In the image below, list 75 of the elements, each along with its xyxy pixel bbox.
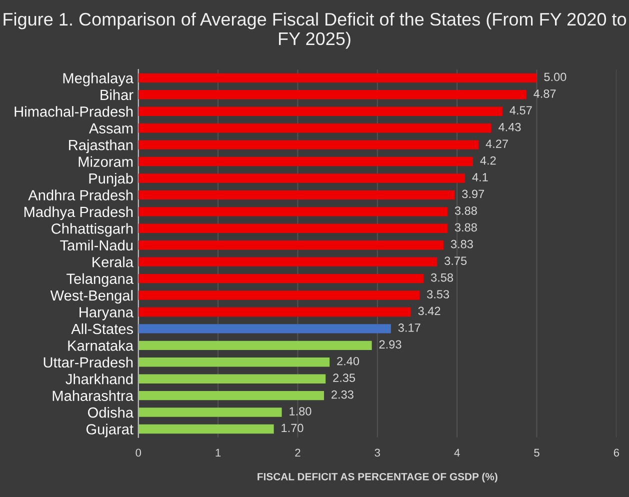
y-tick-label: All-States <box>71 323 133 334</box>
bar <box>138 190 455 200</box>
y-tick-label: Haryana <box>80 307 134 320</box>
bar <box>138 73 537 83</box>
data-label: 3.17 <box>398 324 420 332</box>
data-label: 3.53 <box>427 290 450 298</box>
data-label: 4.27 <box>486 140 508 148</box>
x-tick-label: 4 <box>454 448 460 457</box>
y-tick-label: Bihar <box>100 89 134 100</box>
bar <box>138 274 424 284</box>
data-label: 2.33 <box>332 390 354 399</box>
y-tick-label: Madhya Pradesh <box>24 206 133 220</box>
bar <box>138 424 274 434</box>
data-label: 3.58 <box>431 273 454 282</box>
chart-title: Figure 1. Comparison of Average Fiscal Deficit of the States (From FY 2020 to FY 2025) <box>4 12 626 49</box>
y-tick-label: Telangana <box>66 273 134 287</box>
bar <box>138 106 502 116</box>
x-tick-label: 0 <box>136 448 142 457</box>
bar <box>138 224 448 233</box>
data-label: 4.57 <box>510 106 532 115</box>
data-label: 4.43 <box>498 122 521 132</box>
data-label: 3.88 <box>454 206 477 215</box>
bar <box>138 340 372 350</box>
data-label: 3.42 <box>418 306 440 316</box>
bar <box>138 257 438 266</box>
data-label: 3.97 <box>462 190 484 198</box>
data-label: 3.83 <box>450 240 473 248</box>
x-tick-label: 2 <box>295 448 300 457</box>
bar <box>138 358 330 367</box>
bar <box>138 307 411 317</box>
bar <box>138 374 326 384</box>
y-tick-label: Andhra Pradesh <box>28 190 133 200</box>
bar <box>138 390 324 400</box>
y-tick-label: Maharashtra <box>52 390 134 401</box>
bar <box>138 123 492 133</box>
y-tick-label: Odisha <box>88 407 134 418</box>
bar <box>138 290 420 300</box>
y-tick-label: Tamil-Nadu <box>60 240 133 251</box>
x-tick-label: 1 <box>216 448 221 457</box>
x-tick-label: 6 <box>614 448 620 457</box>
y-tick-label: Mizoram <box>78 156 133 167</box>
bar <box>138 408 282 417</box>
y-tick-label: Uttar-Pradesh <box>44 356 133 368</box>
x-axis-title: FISCAL DEFICIT AS PERCENTAGE OF GSDP (%) <box>258 472 498 482</box>
data-label: 1.80 <box>290 407 312 416</box>
x-tick-label: 5 <box>534 448 540 457</box>
data-label: 2.93 <box>379 340 402 349</box>
y-tick-label: West-Bengal <box>50 290 133 304</box>
data-label: 4.1 <box>472 173 488 182</box>
bar <box>138 90 526 100</box>
y-tick-label: Chhattisgarh <box>52 223 133 237</box>
bar <box>138 156 474 166</box>
y-tick-label: Gujarat <box>86 424 134 438</box>
data-label: 2.35 <box>333 374 356 382</box>
y-tick-label: Assam <box>88 123 133 134</box>
y-tick-label: Kerala <box>92 256 134 268</box>
bar <box>138 240 444 250</box>
data-label: 3.75 <box>444 256 467 265</box>
y-tick-label: Himachal-Pradesh <box>14 106 133 117</box>
data-label: 3.88 <box>454 223 477 232</box>
y-tick-label: Rajasthan <box>69 140 133 154</box>
bar <box>138 324 391 334</box>
y-tick-label: Punjab <box>89 172 133 187</box>
x-tick-label: 3 <box>374 448 380 457</box>
y-tick-label: Jharkhand <box>66 374 133 384</box>
y-tick-label: Meghalaya <box>63 72 134 86</box>
data-label: 5.00 <box>544 72 566 82</box>
data-label: 2.40 <box>337 356 360 366</box>
data-label: 4.87 <box>534 89 556 98</box>
bar <box>138 174 466 183</box>
data-label: 1.70 <box>282 424 304 432</box>
bar <box>138 140 479 150</box>
bar <box>138 207 448 216</box>
y-tick-label: Karnataka <box>68 340 134 351</box>
data-label: 4.2 <box>480 156 496 165</box>
